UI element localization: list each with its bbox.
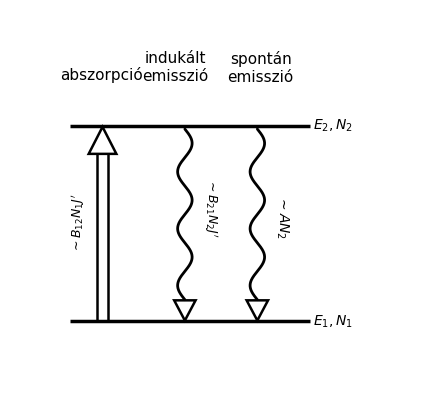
Text: $E_1, N_1$: $E_1, N_1$ (313, 313, 354, 330)
Polygon shape (246, 300, 268, 320)
Text: spontán
emisszió: spontán emisszió (227, 52, 294, 85)
Polygon shape (89, 127, 116, 154)
Text: $E_2, N_2$: $E_2, N_2$ (313, 118, 354, 134)
Text: $\sim B_{21}N_2J'$: $\sim B_{21}N_2J'$ (202, 179, 219, 238)
Text: abszorpció: abszorpció (60, 67, 142, 83)
Text: indukált
emisszió: indukált emisszió (142, 52, 208, 84)
Polygon shape (174, 300, 196, 320)
Text: $\sim B_{12}N_1J'$: $\sim B_{12}N_1J'$ (69, 194, 87, 253)
Text: $\sim AN_2$: $\sim AN_2$ (275, 195, 291, 239)
